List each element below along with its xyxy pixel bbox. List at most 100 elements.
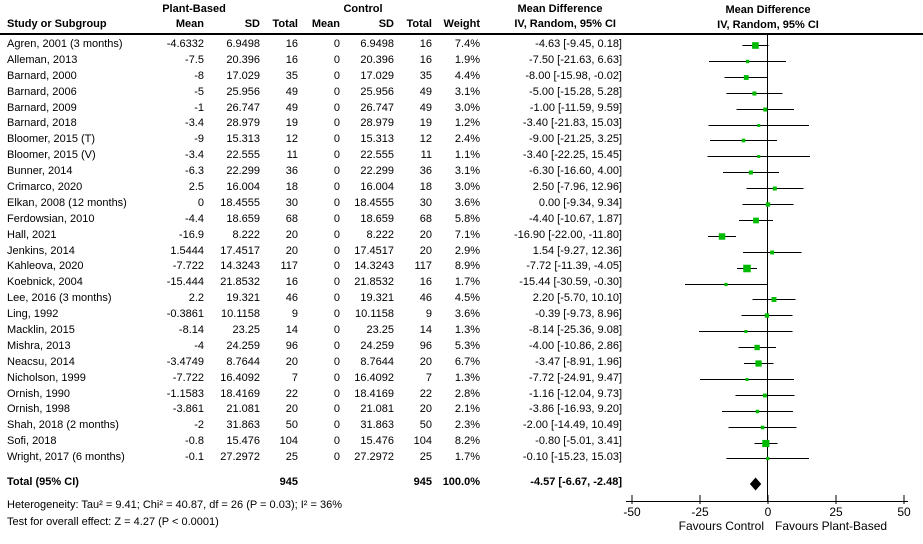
col-header-pb-mean: Mean [175,18,204,30]
cell-ci_text: -3.40 [-22.25, 15.45] [522,149,622,162]
effect-marker [743,264,751,273]
cell-weight: 1.1% [454,149,480,162]
study-row: Ferdowsian, 2010 -4.4 18.659 68 0 18.659 68 5.8… [0,212,622,228]
cell-c_mean: 0 [333,403,340,416]
cell-c_total: 49 [419,85,432,98]
cell-name: Mishra, 2013 [7,339,71,352]
cell-pb_mean: 0 [197,196,204,209]
cell-ci_text: 0.00 [-9.34, 9.34] [538,196,622,209]
cell-ci_text: -7.72 [-24.91, 9.47] [529,371,622,384]
cell-pb_total: 117 [280,260,298,273]
col-header-md-ci: IV, Random, 95% CI [514,18,616,30]
cell-name: Ferdowsian, 2010 [7,212,95,225]
study-row: Lee, 2016 (3 months) 2.2 19.321 46 0 19.321 46… [0,291,622,307]
cell-pb_mean: -6.3 [185,165,204,178]
cell-ci_text: -3.47 [-8.91, 1.96] [535,355,622,368]
cell-name: Lee, 2016 (3 months) [7,292,112,305]
cell-c_sd: 28.979 [360,117,394,130]
cell-pb_mean: -7.5 [185,53,204,66]
cell-ci_text: -9.00 [-21.25, 3.25] [529,133,622,146]
group-header-control: Control [343,3,383,15]
study-row: Barnard, 2006 -5 25.956 49 0 25.956 49 3.1% -5.0… [0,85,622,101]
effect-marker [765,202,771,207]
cell-ci_text: -3.40 [-21.83, 15.03] [522,117,622,130]
cell-c_total: 19 [419,117,432,130]
cell-ci_text: -0.80 [-5.01, 3.41] [535,435,622,448]
cell-c_sd: 18.659 [360,212,394,225]
cell-name: Ornish, 1990 [7,387,70,400]
cell-pb_sd: 16.4092 [220,371,260,384]
effect-marker [771,297,777,302]
cell-c_sd: 8.222 [366,228,394,241]
cell-c_mean: 0 [333,308,340,321]
cell-c_total: 46 [419,292,432,305]
cell-weight: 1.7% [454,276,480,289]
cell-c_mean: 0 [333,387,340,400]
cell-c_total: 18 [419,181,432,194]
study-row: Koebnick, 2004 -15.444 21.8532 16 0 21.8532 16… [0,275,622,291]
cell-c_sd: 25.956 [360,85,394,98]
cell-pb_sd: 27.2972 [220,451,260,464]
cell-ci_text: -1.00 [-11.59, 9.59] [529,101,622,114]
overall-effect-text: Test for overall effect: Z = 4.27 (P < 0… [7,516,219,528]
cell-c_mean: 0 [333,419,340,432]
col-header-pb-total: Total [272,18,298,30]
cell-c_sd: 23.25 [366,324,394,337]
cell-c_sd: 19.321 [360,292,394,305]
cell-pb_total: 18 [285,181,298,194]
study-row: Wright, 2017 (6 months) -0.1 27.2972 25 0 27.… [0,450,622,466]
effect-marker [762,439,770,448]
cell-pb_mean: -4.6332 [166,38,204,50]
column-header-row: Study or Subgroup Mean SD Total Mean SD … [0,17,622,33]
cell-weight: 1.7% [454,451,480,464]
cell-name: Barnard, 2018 [7,117,77,130]
favours-right-label: Favours Plant-Based [775,519,887,533]
cell-weight: 6.7% [454,355,480,368]
cell-pb_total: 16 [285,276,298,289]
table-header: Plant-Based Control Mean Difference Stud… [0,0,923,35]
cell-c_sd: 22.299 [360,165,394,178]
cell-ci_text: -4.00 [-10.86, 2.86] [529,339,622,352]
cell-c_sd: 10.1158 [355,308,394,321]
cell-name: Macklin, 2015 [7,324,75,337]
cell-pb_total: 50 [285,419,298,432]
cell-weight: 2.4% [454,133,480,146]
col-header-c-sd: SD [378,18,394,30]
cell-c_total: 16 [419,276,432,289]
cell-name: Ornish, 1998 [7,403,70,416]
effect-marker [745,378,749,381]
cell-c_sd: 6.9498 [360,38,394,50]
cell-weight: 3.0% [454,181,480,194]
cell-ci_text: -4.40 [-10.67, 1.87] [529,212,622,225]
study-row: Bunner, 2014 -6.3 22.299 36 0 22.299 36 3.1% -6.… [0,164,622,180]
cell-c_total: 25 [419,451,432,464]
cell-name: Sofi, 2018 [7,435,57,448]
cell-pb_sd: 20.396 [226,53,260,66]
effect-marker [757,124,761,127]
cell-c_mean: 0 [333,355,340,368]
cell-weight: 2.1% [454,403,480,416]
cell-c_sd: 20.396 [360,53,394,66]
total-diamond [749,477,762,491]
cell-c_mean: 0 [333,260,340,273]
cell-c_sd: 8.7644 [360,355,394,368]
cell-c_total: 9 [425,308,432,321]
cell-c_sd: 16.004 [360,181,394,194]
axis-tick-label: 50 [897,505,911,519]
cell-c_mean: 0 [333,69,340,82]
cell-pb_total: 20 [285,228,298,241]
cell-pb_total: 7 [291,371,298,384]
effect-marker [741,138,746,143]
total-pb-n: 945 [279,476,298,488]
cell-pb_mean: -5 [194,85,204,98]
study-row: Ornish, 1990 -1.1583 18.4169 22 0 18.4169 22 2.… [0,387,622,403]
study-row: Alleman, 2013 -7.5 20.396 16 0 20.396 16 1.9% -7… [0,53,622,69]
cell-pb_sd: 31.863 [226,419,260,432]
effect-marker [718,233,726,240]
cell-pb_sd: 14.3243 [220,260,260,273]
cell-weight: 7.1% [454,228,480,241]
cell-c_sd: 18.4555 [354,196,394,209]
cell-name: Alleman, 2013 [7,53,78,66]
cell-c_sd: 31.863 [360,419,394,432]
cell-pb_mean: -3.4 [185,117,204,130]
